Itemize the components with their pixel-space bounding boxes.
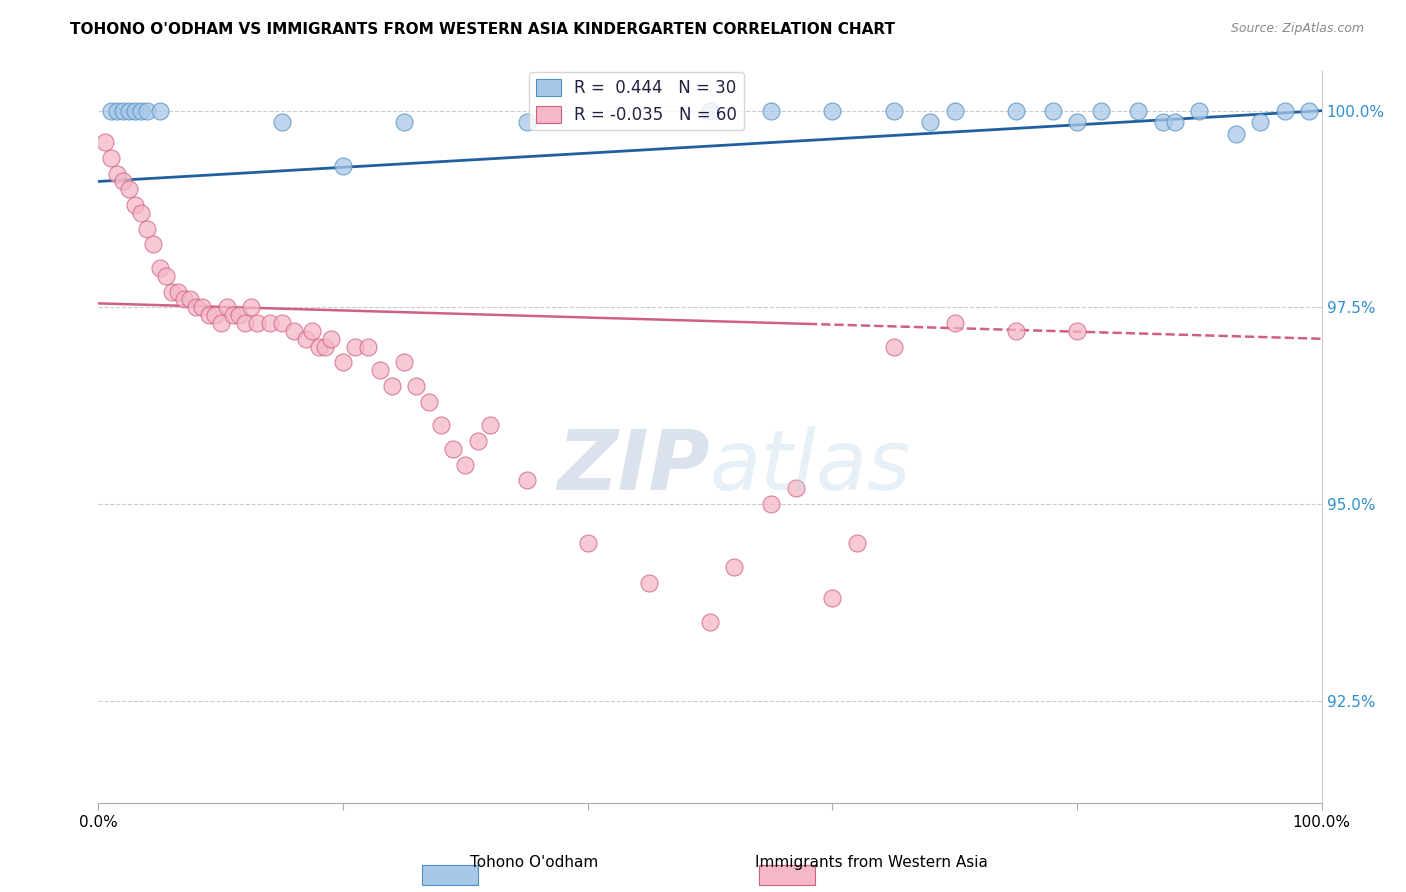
Point: [136, 221, 159, 235]
Point: [149, 103, 172, 118]
Point: [430, 418, 453, 433]
Point: [516, 115, 538, 129]
Point: [100, 151, 122, 165]
Point: [246, 316, 269, 330]
Point: [270, 115, 294, 129]
Point: [197, 308, 219, 322]
Point: [761, 103, 783, 118]
Point: [118, 182, 141, 196]
Point: [1128, 103, 1150, 118]
Point: [105, 103, 128, 118]
Point: [136, 103, 159, 118]
Point: [215, 301, 238, 315]
Point: [129, 103, 152, 118]
Point: [142, 237, 165, 252]
Point: [124, 198, 146, 212]
Point: [699, 103, 721, 118]
Point: [270, 316, 294, 330]
Point: [149, 260, 172, 275]
Point: [1225, 128, 1247, 142]
Point: [100, 103, 122, 118]
Point: [576, 536, 599, 550]
Point: [93, 135, 115, 149]
Point: [344, 340, 367, 354]
Point: [392, 355, 416, 369]
Point: [516, 473, 538, 487]
Point: [699, 615, 721, 629]
Point: [314, 340, 336, 354]
Point: [356, 340, 378, 354]
Point: [761, 497, 783, 511]
Text: atlas: atlas: [710, 425, 911, 507]
Point: [1298, 103, 1320, 118]
Point: [240, 301, 263, 315]
Text: ZIP: ZIP: [557, 425, 710, 507]
Point: [723, 559, 745, 574]
Point: [405, 379, 427, 393]
Text: Source: ZipAtlas.com: Source: ZipAtlas.com: [1230, 22, 1364, 36]
Point: [845, 536, 868, 550]
Point: [319, 332, 342, 346]
Point: [228, 308, 250, 322]
Point: [129, 206, 152, 220]
Point: [233, 316, 256, 330]
Point: [1152, 115, 1174, 129]
Point: [295, 332, 318, 346]
Point: [883, 103, 905, 118]
Point: [821, 103, 844, 118]
Point: [155, 268, 177, 283]
Point: [883, 340, 905, 354]
Point: [191, 301, 214, 315]
Point: [1250, 115, 1272, 129]
Point: [467, 434, 489, 448]
Point: [105, 167, 128, 181]
Point: [943, 316, 966, 330]
Point: [332, 159, 354, 173]
Point: [283, 324, 305, 338]
Point: [308, 340, 330, 354]
Point: [1004, 324, 1026, 338]
Point: [1066, 115, 1088, 129]
Point: [418, 394, 440, 409]
Point: [1090, 103, 1112, 118]
Point: [1164, 115, 1187, 129]
Point: [259, 316, 281, 330]
Point: [454, 458, 477, 472]
Point: [1188, 103, 1211, 118]
Point: [478, 418, 501, 433]
Text: TOHONO O'ODHAM VS IMMIGRANTS FROM WESTERN ASIA KINDERGARTEN CORRELATION CHART: TOHONO O'ODHAM VS IMMIGRANTS FROM WESTER…: [70, 22, 896, 37]
Point: [118, 103, 141, 118]
Point: [392, 115, 416, 129]
Point: [222, 308, 245, 322]
Point: [1066, 324, 1088, 338]
Point: [167, 285, 190, 299]
Point: [1042, 103, 1064, 118]
Text: Tohono O'odham: Tohono O'odham: [470, 855, 599, 870]
Point: [943, 103, 966, 118]
Point: [173, 293, 195, 307]
Point: [209, 316, 232, 330]
Point: [111, 174, 134, 188]
Point: [381, 379, 404, 393]
Point: [179, 293, 201, 307]
Point: [111, 103, 134, 118]
Point: [204, 308, 226, 322]
Text: Immigrants from Western Asia: Immigrants from Western Asia: [755, 855, 988, 870]
Point: [332, 355, 354, 369]
Point: [638, 575, 661, 590]
Point: [441, 442, 464, 456]
Legend: R =  0.444   N = 30, R = -0.035   N = 60: R = 0.444 N = 30, R = -0.035 N = 60: [530, 72, 744, 130]
Point: [1004, 103, 1026, 118]
Point: [1274, 103, 1296, 118]
Point: [368, 363, 391, 377]
Point: [186, 301, 208, 315]
Point: [821, 591, 844, 606]
Point: [124, 103, 146, 118]
Point: [160, 285, 183, 299]
Point: [301, 324, 323, 338]
Point: [920, 115, 942, 129]
Point: [785, 481, 807, 495]
